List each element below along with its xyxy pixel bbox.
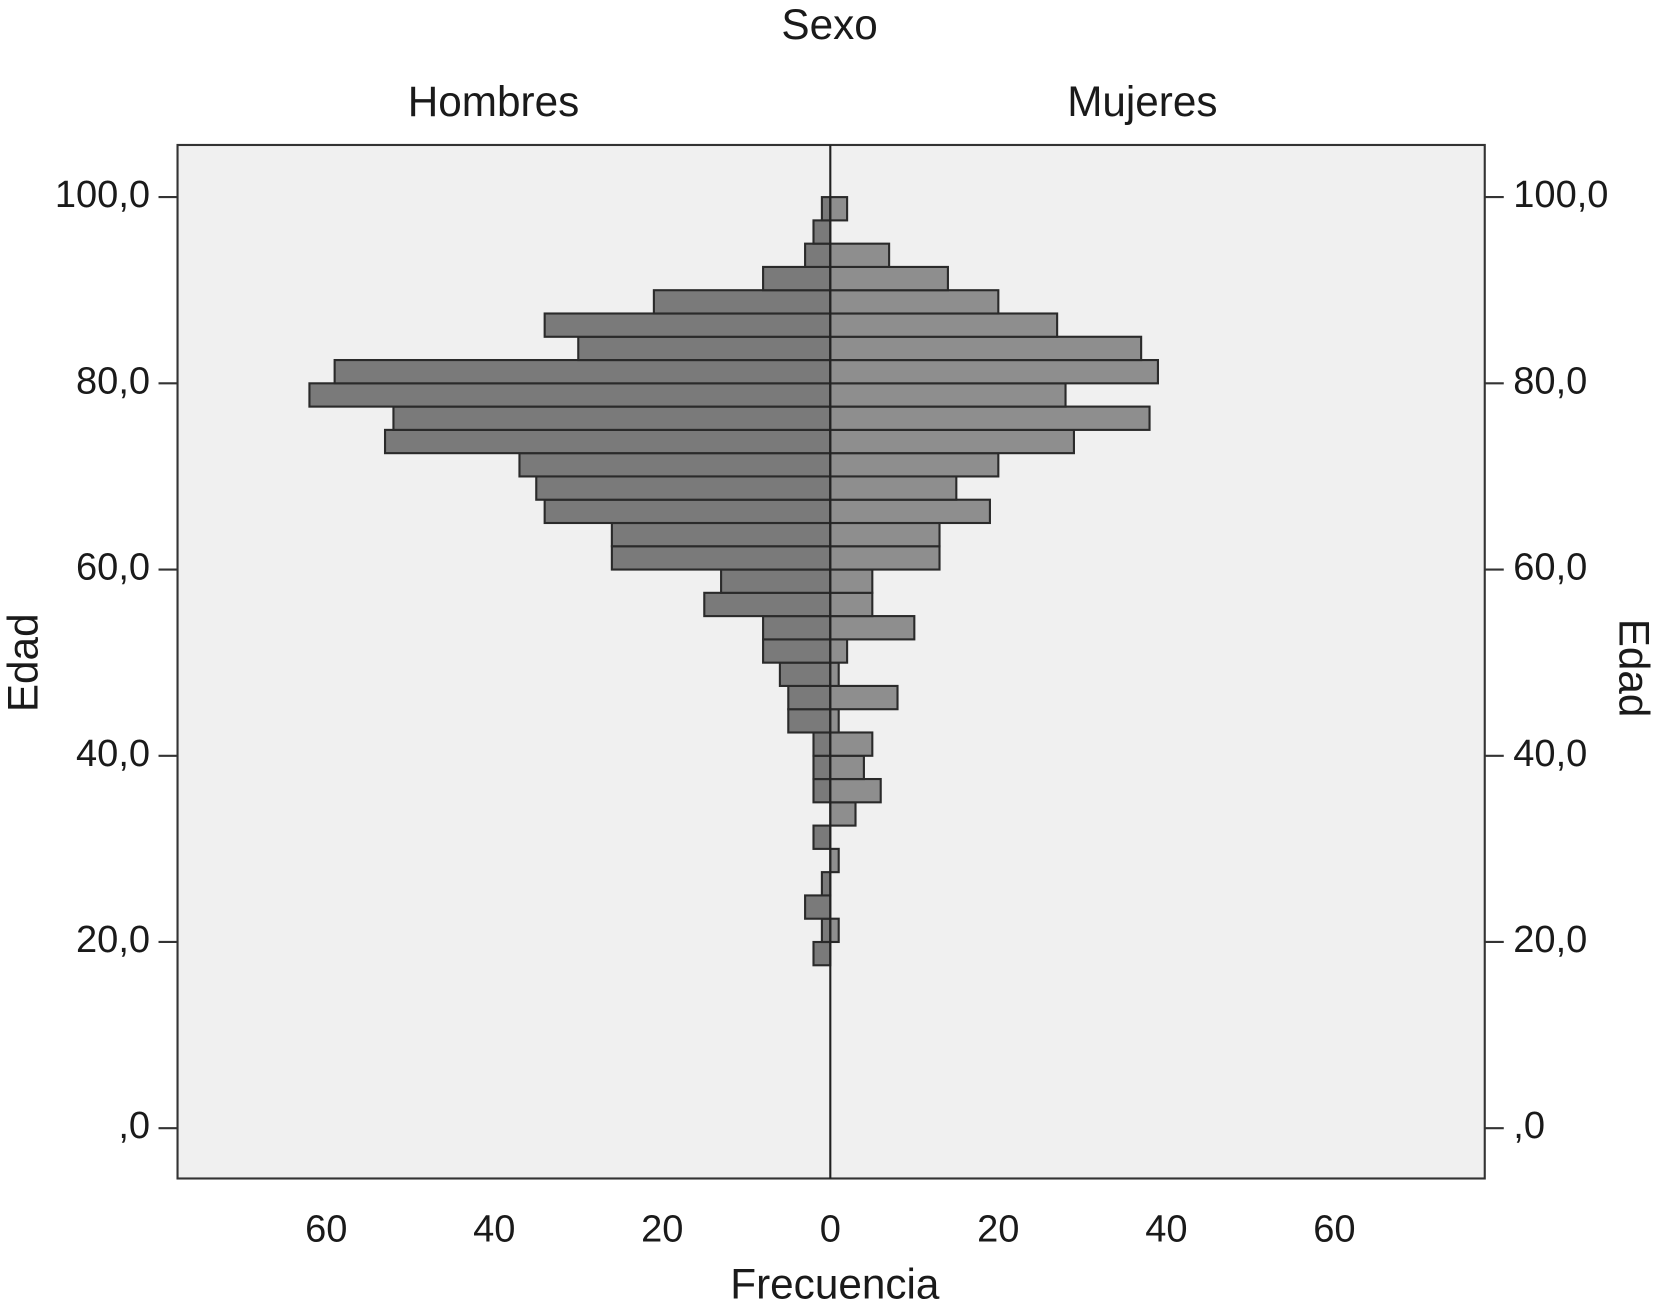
x-tick-label: 20 <box>977 1208 1019 1250</box>
legend-label: Mujeres <box>1067 78 1217 125</box>
y-tick-label: ,0 <box>118 1105 150 1147</box>
bar <box>829 312 1059 338</box>
bar <box>829 475 958 501</box>
y2-tick-label: 20,0 <box>1513 919 1587 961</box>
y-tick-label: 100,0 <box>55 174 150 216</box>
legend-label: Hombres <box>408 78 579 125</box>
y-tick-label: 60,0 <box>76 547 150 589</box>
bar <box>829 661 840 687</box>
x-tick-label: 60 <box>1313 1208 1355 1250</box>
bar <box>829 568 874 594</box>
y2-tick-label: ,0 <box>1513 1105 1545 1147</box>
bar <box>762 615 832 641</box>
bar <box>812 754 832 781</box>
bar <box>787 708 832 734</box>
bar <box>829 242 891 269</box>
bar <box>392 405 832 431</box>
bar <box>518 452 832 478</box>
bar <box>829 917 840 944</box>
y2-tick-label: 100,0 <box>1513 174 1608 216</box>
x-tick-label: 20 <box>641 1208 683 1250</box>
bar <box>610 545 832 571</box>
bar <box>543 498 832 525</box>
x-axis-label: Frecuencia <box>730 1261 940 1308</box>
bar <box>812 940 832 967</box>
bar <box>703 591 832 618</box>
bar <box>383 428 832 455</box>
bar <box>829 847 840 874</box>
bar <box>820 196 832 222</box>
bar <box>829 708 840 734</box>
bar <box>829 335 1143 362</box>
bar <box>829 358 1160 385</box>
bar <box>812 731 832 757</box>
bar <box>720 568 832 594</box>
bar <box>812 219 832 245</box>
bar <box>543 312 832 338</box>
y-tick-label: 40,0 <box>76 733 150 775</box>
bar <box>829 638 849 664</box>
bar <box>829 289 1000 315</box>
y2-tick-label: 40,0 <box>1513 733 1587 775</box>
bar <box>829 498 991 525</box>
bar <box>778 661 832 687</box>
y2-tick-label: 80,0 <box>1513 360 1587 402</box>
bar <box>610 521 832 548</box>
bar <box>829 731 874 757</box>
bar <box>333 358 832 385</box>
bar <box>829 754 865 781</box>
x-tick-label: 40 <box>1145 1208 1187 1250</box>
bar <box>804 242 832 269</box>
bar <box>829 452 1000 478</box>
bar <box>762 265 832 292</box>
y-axis-label: Edad <box>0 613 47 712</box>
bar <box>535 475 832 501</box>
bar <box>577 335 832 362</box>
bar <box>829 777 882 804</box>
y2-axis-label: Edad <box>1610 619 1657 718</box>
bar <box>829 684 899 711</box>
bar <box>652 289 832 315</box>
bar <box>829 801 857 827</box>
bar <box>829 591 874 618</box>
bar <box>308 382 832 408</box>
bar <box>812 824 832 850</box>
chart-title: Sexo <box>781 1 877 48</box>
x-tick-label: 40 <box>473 1208 515 1250</box>
bar <box>829 615 916 641</box>
y-tick-label: 20,0 <box>76 919 150 961</box>
bar <box>820 871 832 897</box>
bar <box>787 684 832 711</box>
bar <box>829 382 1067 408</box>
y-tick-label: 80,0 <box>76 360 150 402</box>
bar <box>829 196 849 222</box>
bar <box>762 638 832 664</box>
bar <box>829 428 1075 455</box>
bar <box>829 545 941 571</box>
bar <box>829 405 1151 431</box>
y2-tick-label: 60,0 <box>1513 547 1587 589</box>
x-tick-label: 60 <box>305 1208 347 1250</box>
bar <box>829 521 941 548</box>
bar <box>804 894 832 920</box>
bar <box>829 265 949 292</box>
bar <box>820 917 832 944</box>
bar <box>812 777 832 804</box>
x-tick-label: 0 <box>820 1208 841 1250</box>
